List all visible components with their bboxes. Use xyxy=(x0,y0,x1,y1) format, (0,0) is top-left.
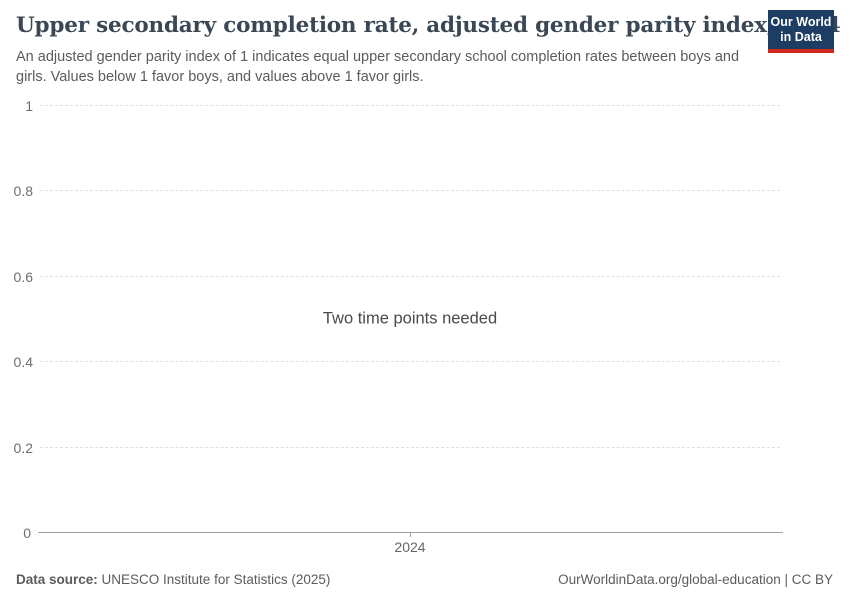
chart-header: Upper secondary completion rate, adjuste… xyxy=(16,13,841,87)
data-source-label: Data source: xyxy=(16,572,98,587)
y-tick-label: 0 xyxy=(23,525,31,541)
data-source-link[interactable]: Data source: UNESCO Institute for Statis… xyxy=(16,572,330,587)
data-source-value: UNESCO Institute for Statistics (2025) xyxy=(97,572,331,587)
y-gridline: 0.6 xyxy=(14,269,780,285)
y-tick-label: 0.8 xyxy=(13,183,33,200)
chart-footer: Data source: UNESCO Institute for Statis… xyxy=(16,572,833,587)
y-gridline: 1 xyxy=(25,98,780,114)
y-gridline: 0.4 xyxy=(14,354,780,370)
x-axis-tick xyxy=(410,532,411,537)
y-tick-label: 1 xyxy=(25,98,33,114)
empty-chart-message: Two time points needed xyxy=(322,309,498,327)
plot-area: 0 0.2 0.4 0.6 0.8 1 Two time points needed 20… xyxy=(0,98,850,555)
owid-url-license-link[interactable]: OurWorldinData.org/global-education | CC… xyxy=(558,572,833,587)
chart-title: Upper secondary completion rate, adjuste… xyxy=(16,13,841,38)
y-gridline: 0.2 xyxy=(14,440,780,456)
y-tick-label: 0.4 xyxy=(13,354,33,371)
y-tick-label: 0.6 xyxy=(13,268,33,285)
chart-subtitle: An adjusted gender parity index of 1 ind… xyxy=(16,48,740,86)
x-axis-tick-label: 2024 xyxy=(394,539,426,555)
owid-logo-line2: in Data xyxy=(780,29,822,44)
owid-logo[interactable]: Our World in Data xyxy=(768,10,834,53)
owid-logo-line1: Our World xyxy=(770,14,832,29)
y-tick-label: 0.2 xyxy=(13,439,33,456)
y-gridline: 0.8 xyxy=(14,183,780,199)
